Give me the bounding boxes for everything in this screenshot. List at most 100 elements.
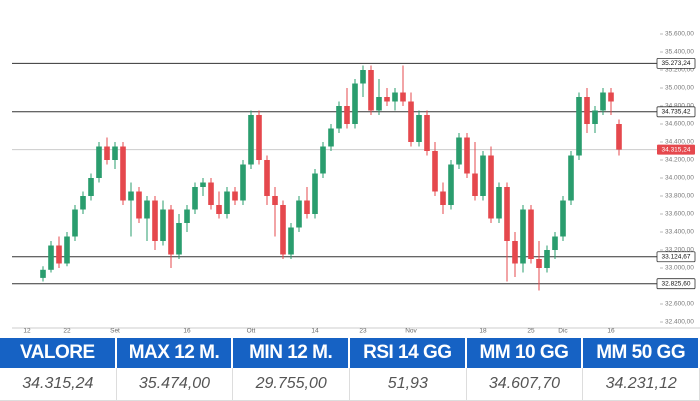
candle-body	[344, 106, 350, 124]
level-badge	[656, 251, 696, 263]
candle-body	[440, 191, 446, 205]
candle-body	[416, 115, 422, 142]
level-label: 33.124,67	[662, 253, 691, 260]
candle-body	[552, 236, 558, 250]
x-tick-label: 25	[527, 328, 535, 335]
table-header: RSI 14 GG	[349, 338, 467, 368]
candle-body	[208, 182, 214, 205]
table-cell: 34.607,70	[466, 368, 584, 401]
candle-body	[72, 209, 78, 237]
x-tick-label: Ott	[247, 328, 256, 335]
candle-body	[616, 124, 622, 150]
candle-body	[600, 92, 606, 111]
candle-body	[64, 236, 70, 264]
candle-body	[224, 191, 230, 214]
candle-body	[152, 200, 158, 241]
candle-body	[168, 209, 174, 255]
x-tick-label: Set	[110, 328, 120, 335]
candle-body	[336, 106, 342, 129]
candle-body	[272, 196, 278, 205]
candle-body	[456, 137, 462, 165]
table-header: VALORE	[0, 338, 117, 368]
level-label: 34.735,42	[662, 109, 691, 116]
table-header: MM 50 GG	[583, 338, 700, 368]
candle-body	[280, 205, 286, 255]
table-cell: 35.474,00	[116, 368, 234, 401]
candle-body	[512, 241, 518, 264]
candle-body	[472, 173, 478, 196]
candle-body	[312, 173, 318, 214]
x-tick-label: 16	[183, 328, 191, 335]
table-cell: 34.231,12	[583, 368, 700, 401]
candle-body	[136, 191, 142, 219]
candle-body	[240, 164, 246, 201]
candle-body	[200, 182, 206, 187]
level-badge	[656, 278, 696, 290]
candle-body	[584, 97, 590, 124]
x-tick-label: Nov	[405, 328, 417, 335]
y-tick-label: 34.000,00	[665, 175, 694, 182]
candle-body	[48, 245, 54, 270]
table-header: MAX 12 M.	[116, 338, 234, 368]
candle-body	[264, 160, 270, 196]
candle-body	[496, 187, 502, 219]
table-header: MM 10 GG	[466, 338, 584, 368]
table-cell: 51,93	[349, 368, 467, 401]
candle-body	[352, 83, 358, 124]
candle-body	[400, 92, 406, 102]
y-tick-label: 33.800,00	[665, 193, 694, 200]
candle-body	[184, 209, 190, 223]
table-header: MIN 12 M.	[233, 338, 350, 368]
candle-body	[560, 200, 566, 237]
y-tick-label: 35.600,00	[665, 31, 694, 38]
candle-body	[176, 223, 182, 255]
y-tick-label: 33.600,00	[665, 211, 694, 218]
y-tick-label: 33.400,00	[665, 229, 694, 236]
candle-body	[608, 92, 614, 102]
y-tick-label: 32.400,00	[665, 319, 694, 326]
table-cell: 34.315,24	[0, 368, 117, 401]
candle-body	[128, 191, 134, 201]
candle-body	[248, 115, 254, 165]
y-tick-label: 34.400,00	[665, 139, 694, 146]
candle-body	[384, 97, 390, 102]
y-tick-label: 35.400,00	[665, 49, 694, 56]
candle-body	[592, 110, 598, 124]
table-cell: 29.755,00	[233, 368, 350, 401]
candle-body	[464, 137, 470, 174]
x-tick-label: 14	[311, 328, 319, 335]
candle-body	[408, 101, 414, 142]
candle-body	[232, 191, 238, 201]
level-label: 32.825,60	[662, 280, 691, 287]
candle-body	[536, 259, 542, 268]
y-tick-label: 34.600,00	[665, 121, 694, 128]
candle-body	[112, 146, 118, 160]
x-tick-label: 12	[23, 328, 31, 335]
x-tick-label: 18	[479, 328, 487, 335]
y-tick-label: 35.000,00	[665, 85, 694, 92]
candle-body	[256, 115, 262, 160]
x-tick-label: 23	[359, 328, 367, 335]
candle-body	[88, 178, 94, 196]
candle-body	[216, 205, 222, 214]
candle-body	[480, 155, 486, 196]
stats-table: VALORE MAX 12 M. MIN 12 M. RSI 14 GG MM 10 G…	[0, 338, 700, 401]
y-tick-label: 32.600,00	[665, 301, 694, 308]
y-tick-label: 34.200,00	[665, 157, 694, 164]
candle-body	[320, 146, 326, 174]
level-badge	[656, 106, 696, 118]
candle-body	[504, 187, 510, 241]
candle-body	[144, 200, 150, 219]
x-tick-label: 16	[607, 328, 615, 335]
candle-body	[544, 250, 550, 268]
y-tick-label: 33.200,00	[665, 247, 694, 254]
y-tick-label: 33.000,00	[665, 265, 694, 272]
candle-body	[392, 92, 398, 102]
candle-body	[328, 128, 334, 147]
candle-body	[520, 209, 526, 264]
candle-body	[192, 187, 198, 210]
candle-body	[120, 146, 126, 201]
candle-body	[296, 200, 302, 228]
candle-body	[448, 164, 454, 205]
